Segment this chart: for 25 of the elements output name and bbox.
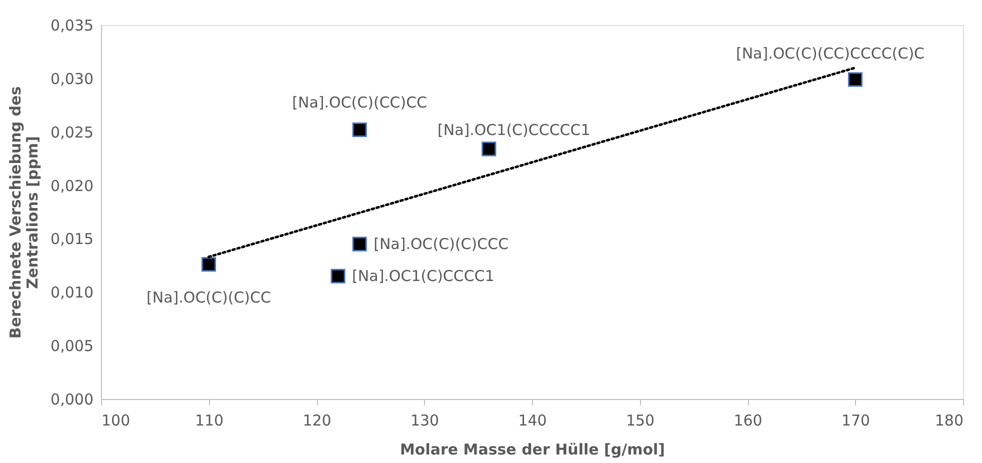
annotation: [Na].OC(C)(C)CCC xyxy=(374,235,509,254)
annotation: [Na].OC(C)(C)CC xyxy=(146,288,271,306)
annotation: [Na].OC(C)(CC)CCCC(C)C xyxy=(736,44,925,62)
x-tick-label: 180 xyxy=(934,412,964,430)
x-tick-label: 170 xyxy=(841,412,870,430)
y-tick-label: 0,020 xyxy=(50,176,94,195)
y-tick-label: 0,030 xyxy=(50,70,94,88)
x-tick-label: 150 xyxy=(626,412,655,430)
y-axis-title: Berechnete Verschiebung des Zentralions [ppm] xyxy=(6,86,42,339)
x-tick-label: 140 xyxy=(518,412,547,430)
x-tick-label: 100 xyxy=(102,412,130,430)
y-tick-label: 0,015 xyxy=(50,230,94,248)
x-tick-label: 160 xyxy=(734,412,762,430)
x-tick-label: 120 xyxy=(302,412,332,430)
x-tick-label: 110 xyxy=(194,412,224,430)
y-tick-label: 0,000 xyxy=(50,390,94,408)
y-tick-label: 0,010 xyxy=(50,284,94,302)
annotation: [Na].OC(C)(CC)CC xyxy=(292,94,428,112)
annotation: [Na].OC1(C)CCCCC1 xyxy=(437,120,590,139)
x-tick-label: 130 xyxy=(410,412,440,430)
y-tick-label: 0,035 xyxy=(50,16,94,34)
x-axis-title: Molare Masse der Hülle [g/mol] xyxy=(400,440,666,458)
annotation: [Na].OC1(C)CCCC1 xyxy=(352,267,494,286)
y-tick-label: 0,005 xyxy=(50,337,94,356)
y-tick-label: 0,025 xyxy=(50,123,94,142)
